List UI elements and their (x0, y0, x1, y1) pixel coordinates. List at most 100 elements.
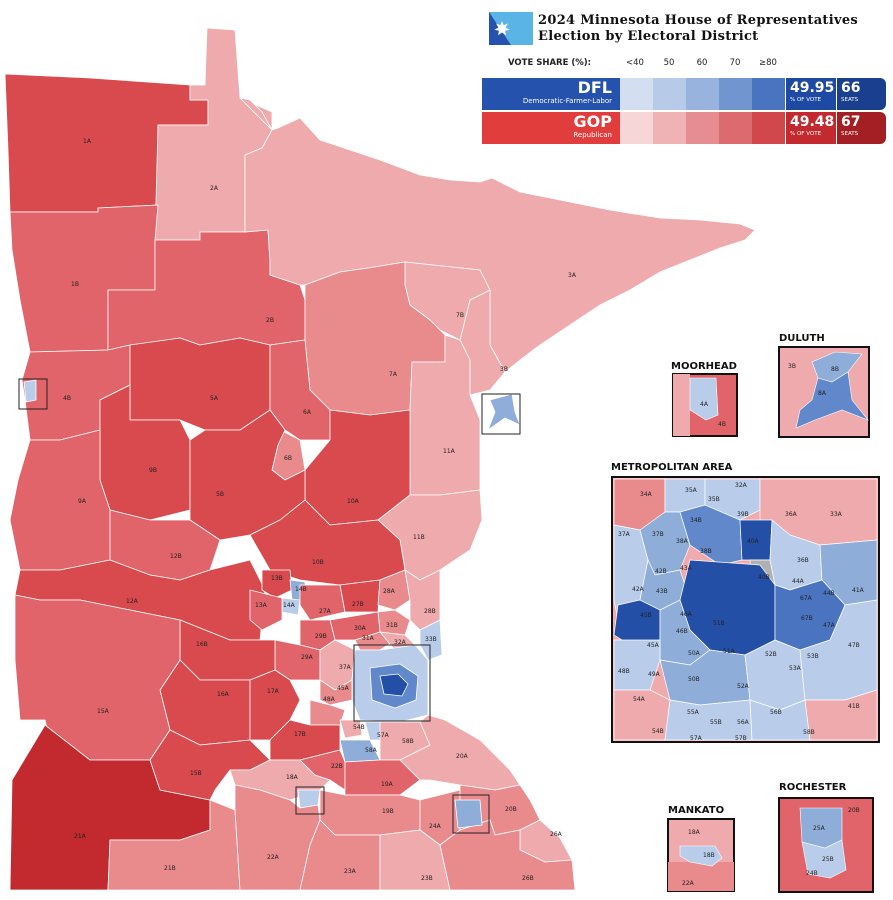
dfl-label: DFL Democratic-Farmer-Labor (482, 78, 620, 110)
district-label: 41A (852, 587, 865, 594)
dfl-short: DFL (577, 78, 612, 97)
district-label: 5A (210, 395, 219, 402)
district-label-layer: 1A 2A 1B 2B 3A 7B 3B 7A 4B 5A 6A 6B 9B 5… (63, 138, 577, 882)
district-label: 34A (640, 491, 653, 498)
gop-swatch-4 (719, 112, 752, 144)
district-8A-inset[interactable] (795, 371, 869, 429)
dfl-seats-caption: SEATS (841, 97, 859, 103)
district-label: 50A (688, 650, 701, 657)
district-label: 38A (676, 538, 689, 545)
district-13A[interactable] (249, 589, 283, 631)
district-48A[interactable] (309, 699, 346, 726)
dfl-vote-share: 49.95 % OF VOTE (786, 78, 836, 110)
district-label: 29A (301, 654, 314, 661)
rochester-inset: ROCHESTER 20B 25A 25B 24B (778, 782, 874, 893)
district-3A[interactable] (239, 97, 756, 373)
district-label: 12A (126, 598, 139, 605)
rochester-frame[interactable] (452, 794, 490, 834)
district-label: 28B (424, 608, 436, 615)
gop-seats-caption: SEATS (841, 131, 859, 137)
district-label: 21A (74, 833, 87, 840)
district-label: 24A (429, 823, 442, 830)
moorhead-frame[interactable] (18, 378, 48, 410)
district-label: 32A (735, 482, 748, 489)
district-label: 46A (680, 611, 693, 618)
dfl-swatch-3 (686, 78, 719, 110)
district-21B[interactable] (107, 799, 241, 891)
dfl-seats: 66 SEATS (837, 78, 886, 110)
district-label: 43A (680, 565, 693, 572)
district-33B[interactable] (419, 619, 443, 661)
map-title: 2024 Minnesota House of Representatives (538, 13, 859, 28)
district-label: 35A (685, 487, 698, 494)
gop-vote-share-caption: % OF VOTE (790, 131, 822, 137)
district-label: 17A (267, 688, 280, 695)
mankato-title: MANKATO (668, 805, 724, 816)
district-28A[interactable] (377, 569, 411, 611)
legend-bin-label: <40 (626, 58, 644, 68)
district-13B[interactable] (261, 569, 293, 599)
district-label: 14B (295, 586, 307, 593)
district-label: 45A (647, 642, 660, 649)
district-label: 26A (550, 831, 563, 838)
district-label: 31A (362, 635, 375, 642)
district-28B[interactable] (404, 569, 441, 631)
district-label: 55A (687, 709, 700, 716)
metro-region[interactable] (613, 599, 661, 646)
district-19B[interactable] (319, 789, 421, 836)
district-9A[interactable] (9, 429, 111, 571)
district-10B[interactable] (249, 499, 406, 586)
title-block: 2024 Minnesota House of Representatives … (487, 10, 887, 48)
district-label: 23A (344, 868, 357, 875)
district-4A[interactable] (23, 379, 37, 403)
district-label: 9B (149, 467, 157, 474)
district-label: 45A (337, 685, 350, 692)
district-label: 21B (164, 865, 176, 872)
district-25B-inset[interactable] (801, 839, 847, 879)
metro-region[interactable] (804, 689, 878, 741)
metro-core-dark[interactable] (379, 673, 409, 697)
district-25A-small[interactable] (454, 799, 483, 829)
district-label: 9A (78, 498, 87, 505)
moorhead-title: MOORHEAD (671, 361, 737, 372)
district-label: 25A (813, 825, 826, 832)
district-label: 27B (352, 601, 364, 608)
gop-short: GOP (573, 112, 612, 131)
mankato-frame[interactable] (295, 786, 325, 815)
district-5A[interactable] (129, 337, 271, 431)
legend-bin-label: 50 (663, 58, 675, 68)
district-label: 20B (505, 806, 517, 813)
gop-vote-share-value: 49.48 (790, 114, 835, 130)
district-label: 37A (339, 664, 352, 671)
metro-region[interactable] (613, 639, 661, 691)
district-label: 19A (381, 781, 394, 788)
district-label: 47B (848, 642, 860, 649)
district-27A[interactable] (299, 584, 346, 621)
legend-bin-label: 60 (696, 58, 708, 68)
metro-frame[interactable] (353, 644, 431, 722)
district-label: 20A (456, 753, 469, 760)
district-label: 38B (700, 548, 712, 555)
gop-swatch-1 (620, 112, 653, 144)
legend-row-dfl: DFL Democratic-Farmer-Labor 49.95 % OF V… (482, 78, 886, 110)
district-label: 32A (394, 639, 407, 646)
district-label: 52A (737, 683, 750, 690)
district-45A[interactable] (319, 679, 353, 706)
dfl-seats-value: 66 (841, 80, 861, 96)
map-subtitle: Election by Electoral District (538, 29, 759, 44)
district-label: 15B (190, 770, 202, 777)
district-label: 49A (648, 671, 661, 678)
district-label: 4B (63, 395, 71, 402)
district-label: 48B (618, 668, 630, 675)
duluth-frame[interactable] (481, 393, 521, 435)
district-8A-8B[interactable] (487, 393, 521, 431)
district-label: 67A (800, 595, 813, 602)
district-18B-inset[interactable] (679, 845, 723, 867)
main-map-inset-frames (18, 378, 521, 834)
district-label: 3B (788, 363, 796, 370)
district-label: 67B (801, 615, 813, 622)
district-4A-inset[interactable] (689, 377, 719, 421)
district-label: 37B (652, 531, 664, 538)
district-label: 2B (266, 317, 274, 324)
district-54B[interactable] (339, 719, 363, 739)
